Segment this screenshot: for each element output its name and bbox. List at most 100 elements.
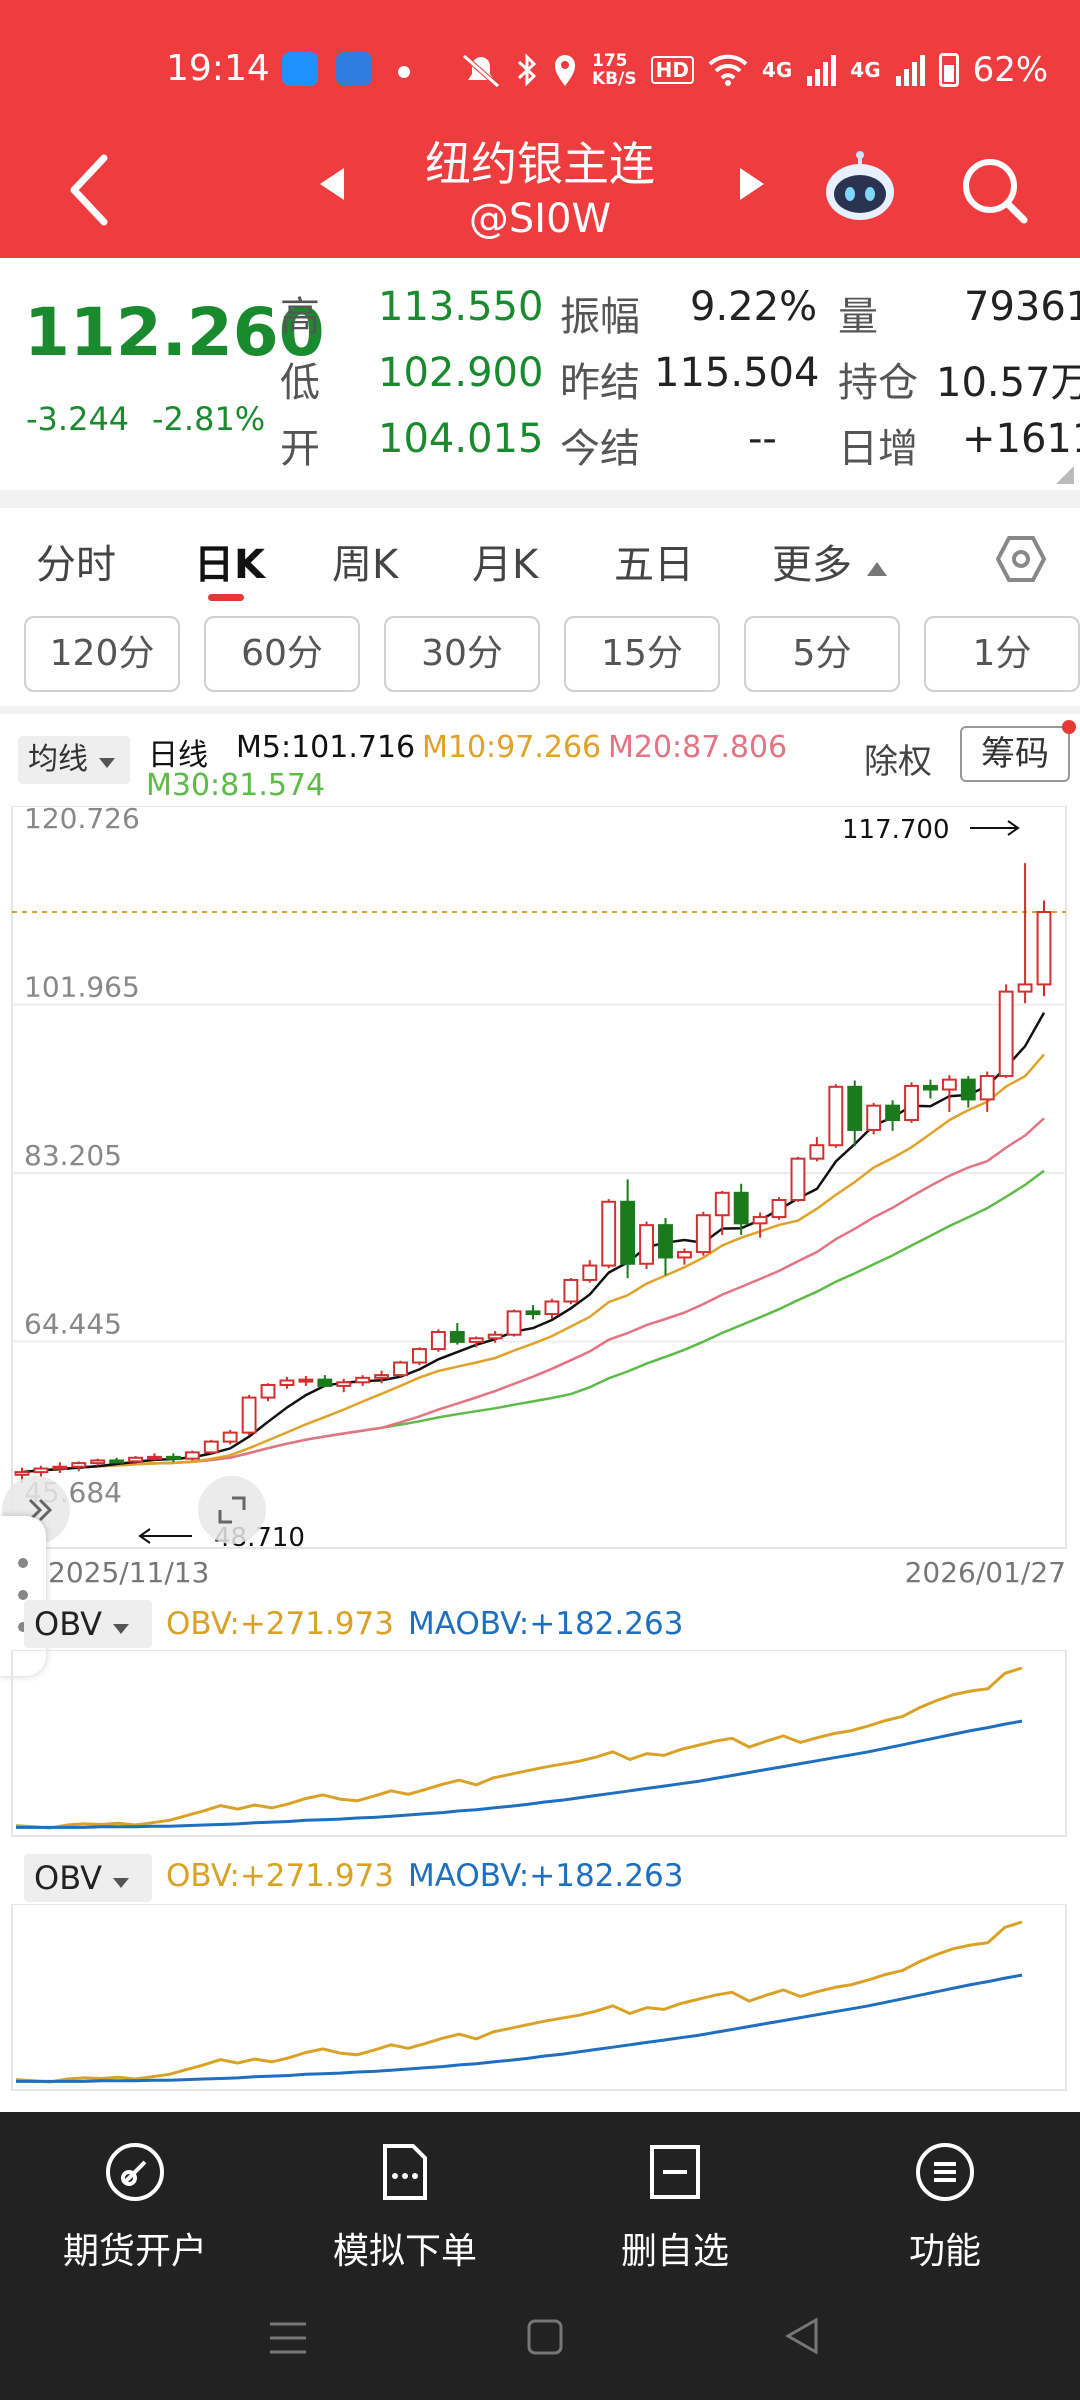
x-end-label: 2026/01/27 xyxy=(905,1556,1066,1586)
candle xyxy=(601,1199,617,1269)
prev-contract-button[interactable] xyxy=(318,166,346,202)
candle xyxy=(468,1336,484,1348)
tab-intraday[interactable]: 分时 xyxy=(36,542,116,588)
minute-period-buttons: 120分 60分 30分 15分 5分 1分 xyxy=(0,616,1080,706)
status-time: 19:14 xyxy=(166,48,270,89)
candles xyxy=(14,863,1052,1483)
candle xyxy=(430,1329,446,1352)
period-30min-button[interactable]: 30分 xyxy=(384,616,540,692)
candle xyxy=(960,1076,976,1108)
open-label: 开 xyxy=(280,426,320,472)
ma-select[interactable]: 均线 xyxy=(18,736,130,784)
today-settle-label: 今结 xyxy=(560,426,640,472)
maobv-value: MAOBV:+182.263 xyxy=(408,1858,684,1894)
signal-bars-icon xyxy=(895,55,925,86)
volume-value: 79361 xyxy=(964,284,1080,330)
candle xyxy=(393,1360,408,1377)
reset-view-button[interactable] xyxy=(198,1476,266,1544)
candle-body xyxy=(336,1381,352,1387)
remove-watchlist-button[interactable]: 删自选 xyxy=(540,2140,810,2274)
candle xyxy=(203,1439,219,1455)
search-icon[interactable] xyxy=(960,156,1030,226)
app-header: 19:14 175 KB/S HD 4G xyxy=(0,0,1080,258)
candle-body xyxy=(752,1216,768,1225)
candle-body xyxy=(676,1251,692,1259)
robot-assistant-button[interactable] xyxy=(822,150,898,226)
menu-circle-icon xyxy=(916,2143,974,2201)
network-speed: 175 KB/S xyxy=(592,51,637,89)
m5-value: M5:101.716 xyxy=(236,730,416,765)
back-button[interactable] xyxy=(60,150,120,230)
maobv-line xyxy=(16,1973,1023,2083)
period-60min-button[interactable]: 60分 xyxy=(204,616,360,692)
candle-body xyxy=(222,1431,238,1443)
daily-increase-label: 日增 xyxy=(838,426,918,472)
obv-chart-2[interactable] xyxy=(0,1904,1080,2094)
home-nav-icon[interactable] xyxy=(526,2318,564,2356)
candle-body xyxy=(941,1078,957,1091)
bottom-action-bar: 期货开户 模拟下单 删自选 功能 xyxy=(0,2112,1080,2400)
period-1min-button[interactable]: 1分 xyxy=(924,616,1080,692)
candle-body xyxy=(658,1224,673,1259)
obv-select-label: OBV xyxy=(34,1605,103,1643)
max-marker: 117.700 xyxy=(842,815,1020,845)
functions-button[interactable]: 功能 xyxy=(810,2140,1080,2274)
obv-indicator-select[interactable]: OBV xyxy=(24,1854,152,1902)
candle xyxy=(279,1376,295,1389)
price-change: -3.244 xyxy=(26,400,130,438)
dropdown-arrow-icon xyxy=(98,758,115,768)
candle-body xyxy=(904,1084,919,1122)
candle xyxy=(676,1248,692,1265)
candle-body xyxy=(828,1085,844,1147)
y-tick-label: 101.965 xyxy=(24,971,140,1004)
candle-body xyxy=(544,1300,560,1316)
m20-value: M20:87.806 xyxy=(608,730,788,765)
amplitude-value: 9.22% xyxy=(690,284,818,330)
settings-hexagon-icon[interactable] xyxy=(996,534,1046,584)
period-15min-button[interactable]: 15分 xyxy=(564,616,720,692)
last-price: 112.260 xyxy=(24,294,325,371)
candle-body xyxy=(525,1310,541,1316)
candle-body xyxy=(639,1224,654,1265)
next-contract-button[interactable] xyxy=(738,166,766,202)
obv-indicator-select[interactable]: OBV xyxy=(24,1600,152,1648)
candle xyxy=(317,1375,333,1387)
today-settle-value: -- xyxy=(748,416,777,462)
candle-body xyxy=(203,1440,219,1454)
menu-nav-icon[interactable] xyxy=(268,2320,308,2356)
candle-body xyxy=(109,1459,125,1464)
candle xyxy=(847,1080,863,1147)
candle-body xyxy=(298,1378,314,1383)
candle xyxy=(904,1082,919,1123)
candle-body xyxy=(279,1379,295,1387)
tab-daily-k[interactable]: 日K xyxy=(194,542,265,588)
period-120min-button[interactable]: 120分 xyxy=(24,616,180,692)
simulated-order-button[interactable]: 模拟下单 xyxy=(270,2140,540,2274)
candle xyxy=(639,1221,654,1270)
compass-icon xyxy=(106,2143,164,2201)
obv-line xyxy=(15,1920,1023,2084)
tab-more[interactable]: 更多 xyxy=(772,532,889,590)
obv-chart-1[interactable] xyxy=(0,1650,1080,1840)
open-futures-account-button[interactable]: 期货开户 xyxy=(0,2140,270,2274)
candle xyxy=(449,1323,465,1345)
candle xyxy=(128,1455,143,1465)
tab-five-day[interactable]: 五日 xyxy=(614,542,694,588)
ma10-line xyxy=(21,1053,1045,1474)
tab-monthly-k[interactable]: 月K xyxy=(472,542,539,588)
bottom-bar-label: 期货开户 xyxy=(62,2231,207,2272)
candle-body xyxy=(960,1078,976,1101)
obv-frame xyxy=(11,1650,1067,1837)
period-5min-button[interactable]: 5分 xyxy=(744,616,900,692)
candle-body xyxy=(147,1455,162,1460)
tab-weekly-k[interactable]: 周K xyxy=(332,542,399,588)
chip-distribution-button[interactable]: 筹码 xyxy=(960,726,1070,782)
expand-corner-icon[interactable] xyxy=(1056,466,1074,484)
candle-body xyxy=(241,1396,257,1434)
ex-rights-toggle[interactable]: 除权 xyxy=(864,742,932,782)
obv-panel-2: OBV OBV:+271.973 MAOBV:+182.263 xyxy=(0,1840,1080,2091)
corner-icon xyxy=(218,1510,232,1524)
candle xyxy=(487,1331,503,1343)
back-nav-icon[interactable] xyxy=(784,2316,820,2356)
